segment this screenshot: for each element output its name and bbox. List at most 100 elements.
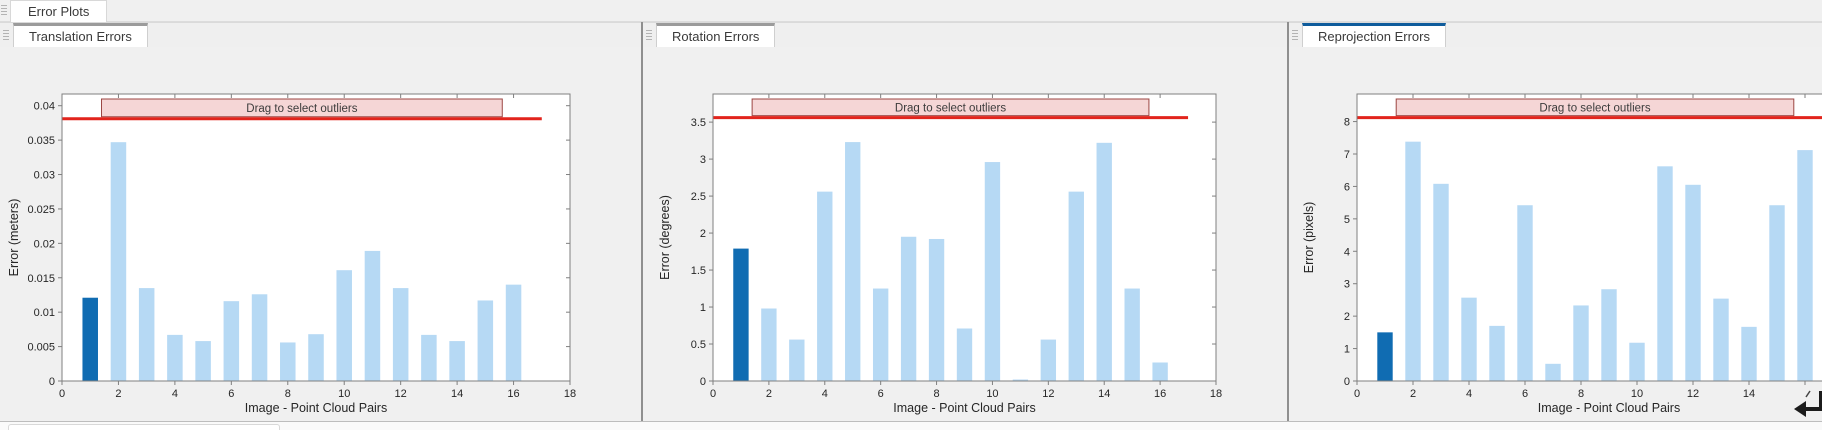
bar-11[interactable]	[364, 250, 381, 381]
bar-14[interactable]	[1096, 142, 1112, 381]
outlier-band[interactable]	[101, 98, 503, 118]
bar-3[interactable]	[138, 288, 155, 381]
bar-5[interactable]	[845, 142, 861, 381]
tab-translation-errors[interactable]: Translation Errors	[13, 23, 148, 47]
bar-15[interactable]	[477, 300, 494, 381]
bar-9[interactable]	[956, 328, 973, 381]
x-tick-label: 18	[564, 388, 576, 400]
panel-translation-errors: Translation Errors Drag to select outlie…	[0, 22, 641, 421]
grip-icon[interactable]	[3, 30, 9, 40]
y-tick-label: 0	[1344, 376, 1350, 388]
bar-13[interactable]	[1068, 191, 1084, 381]
x-tick-label: 2	[766, 388, 772, 400]
x-tick-label: 2	[1410, 388, 1416, 400]
bar-15[interactable]	[1124, 288, 1140, 381]
bar-16[interactable]	[1797, 150, 1813, 381]
bar-7[interactable]	[251, 294, 268, 381]
bar-2[interactable]	[761, 308, 777, 381]
bar-5[interactable]	[1489, 325, 1505, 381]
grip-icon[interactable]	[1, 5, 7, 15]
y-tick-label: 8	[1344, 117, 1350, 129]
y-axis-label: Error (degrees)	[658, 195, 672, 280]
bar-7[interactable]	[900, 236, 917, 381]
outlier-band[interactable]	[1395, 98, 1795, 117]
bottom-strip	[0, 421, 1822, 430]
panel-tab-strip: Reprojection Errors	[1289, 22, 1822, 47]
tab-translation-errors-label: Translation Errors	[29, 29, 132, 44]
bar-2[interactable]	[110, 142, 127, 381]
y-tick-label: 2	[700, 228, 706, 240]
reprojection-errors-chart[interactable]: Drag to select outliers 0 2 4 6 8 10 12 14 0 1 2 3 4 5…	[1289, 47, 1822, 422]
y-tick-label: 0.02	[34, 238, 55, 250]
bar-16[interactable]	[505, 284, 522, 381]
grip-icon[interactable]	[1292, 30, 1298, 40]
y-tick-label: 1	[1344, 344, 1350, 356]
x-tick-label: 4	[822, 388, 828, 400]
bar-16[interactable]	[1152, 362, 1168, 381]
bar-9[interactable]	[1601, 289, 1617, 381]
rotation-errors-chart[interactable]: Drag to select outliers 0 2 4 6 8 10 12 14 16 18 0 0…	[643, 47, 1287, 422]
outlier-band-label: Drag to select outliers	[246, 103, 357, 115]
x-tick-label: 4	[1466, 388, 1472, 400]
bar-4[interactable]	[817, 191, 833, 381]
outlier-band[interactable]	[751, 98, 1150, 117]
x-tick-label: 12	[1042, 388, 1054, 400]
return-arrow-cursor-icon	[1794, 391, 1822, 417]
bar-11[interactable]	[1012, 379, 1029, 381]
clipped-tick-label-fragment	[1805, 390, 1811, 398]
y-tick-label: 3	[700, 154, 706, 166]
document-tab-strip: Error Plots	[0, 0, 1822, 22]
bar-2[interactable]	[1405, 141, 1421, 381]
y-tick-label: 1	[700, 302, 706, 314]
y-tick-label: 0.04	[34, 101, 55, 113]
tab-error-plots-label: Error Plots	[28, 4, 90, 19]
bar-8[interactable]	[1573, 305, 1589, 381]
bar-12[interactable]	[1040, 339, 1057, 381]
bar-14[interactable]	[449, 341, 465, 381]
y-tick-label: 4	[1344, 246, 1350, 258]
bar-1[interactable]	[1377, 332, 1393, 381]
bar-11[interactable]	[1657, 166, 1673, 381]
x-tick-label: 8	[1578, 388, 1584, 400]
bar-13[interactable]	[1713, 298, 1729, 381]
x-tick-label: 16	[507, 388, 519, 400]
bar-8[interactable]	[280, 342, 296, 381]
bar-13[interactable]	[421, 334, 437, 381]
x-tick-label: 14	[1098, 388, 1110, 400]
x-tick-label: 12	[1687, 388, 1699, 400]
bar-12[interactable]	[392, 288, 409, 381]
bar-7[interactable]	[1545, 363, 1561, 381]
translation-errors-chart[interactable]: Drag to select outliers 0 2 4 6 8 10 12 14 16 18 0 0…	[0, 47, 641, 422]
y-tick-label: 0.005	[27, 342, 55, 354]
y-tick-label: 0.035	[27, 135, 55, 147]
bar-12[interactable]	[1685, 184, 1701, 381]
bar-3[interactable]	[789, 339, 805, 381]
bar-8[interactable]	[928, 238, 945, 381]
bar-1[interactable]	[733, 248, 749, 381]
panel-tab-strip: Translation Errors	[0, 22, 641, 47]
bar-4[interactable]	[167, 334, 183, 381]
tab-error-plots[interactable]: Error Plots	[10, 0, 108, 22]
bar-5[interactable]	[195, 341, 211, 381]
bar-10[interactable]	[1629, 342, 1645, 381]
bar-3[interactable]	[1433, 183, 1449, 381]
tab-reprojection-errors[interactable]: Reprojection Errors	[1302, 23, 1446, 47]
bar-10[interactable]	[336, 270, 352, 381]
panel-divider[interactable]	[1287, 22, 1289, 421]
y-tick-label: 0	[700, 376, 706, 388]
panel-divider[interactable]	[641, 22, 643, 421]
bar-6[interactable]	[1517, 205, 1533, 381]
bar-15[interactable]	[1769, 205, 1785, 381]
bar-10[interactable]	[984, 162, 1001, 381]
bar-9[interactable]	[308, 334, 324, 381]
bar-6[interactable]	[872, 288, 889, 381]
bar-4[interactable]	[1461, 297, 1477, 381]
y-tick-label: 2	[1344, 311, 1350, 323]
grip-icon[interactable]	[646, 30, 652, 40]
bar-14[interactable]	[1741, 326, 1757, 381]
tab-rotation-errors[interactable]: Rotation Errors	[656, 23, 776, 47]
panel-rotation-errors: Rotation Errors Drag to select outliers 0…	[643, 22, 1287, 421]
bar-1[interactable]	[82, 297, 98, 381]
bar-6[interactable]	[223, 301, 240, 381]
